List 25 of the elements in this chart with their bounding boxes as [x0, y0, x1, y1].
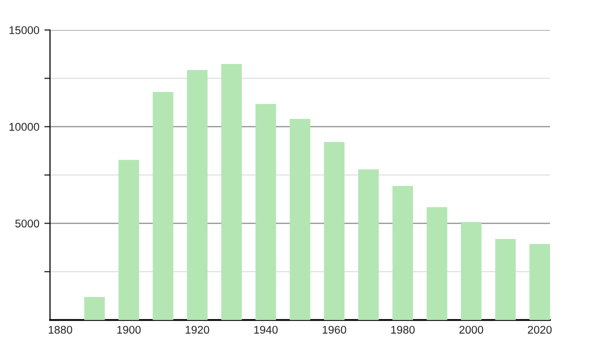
bar — [460, 222, 482, 320]
bar — [186, 70, 208, 320]
x-tick-label: 1980 — [391, 326, 415, 334]
x-tick-label: 1920 — [186, 326, 210, 334]
x-tick-label: 1940 — [254, 326, 278, 334]
x-tick-label: 2020 — [528, 326, 552, 334]
y-tick-label: 15000 — [10, 26, 40, 34]
x-tick-label: 1960 — [322, 326, 346, 334]
bar — [84, 296, 105, 320]
bar — [529, 244, 550, 320]
bar — [255, 104, 276, 320]
bar — [392, 186, 414, 320]
x-tick-label: 2000 — [459, 326, 484, 334]
bar — [152, 92, 174, 320]
bar — [221, 64, 242, 320]
bar — [118, 160, 140, 320]
bar — [358, 169, 379, 320]
bar — [324, 142, 345, 320]
bar — [426, 207, 448, 320]
y-tick-label: 5000 — [15, 220, 40, 228]
bar — [290, 118, 310, 320]
x-tick-label: 1880 — [48, 326, 72, 334]
x-tick-label: 1900 — [117, 326, 141, 334]
bar — [495, 238, 516, 320]
y-tick-label: 10000 — [10, 122, 40, 131]
